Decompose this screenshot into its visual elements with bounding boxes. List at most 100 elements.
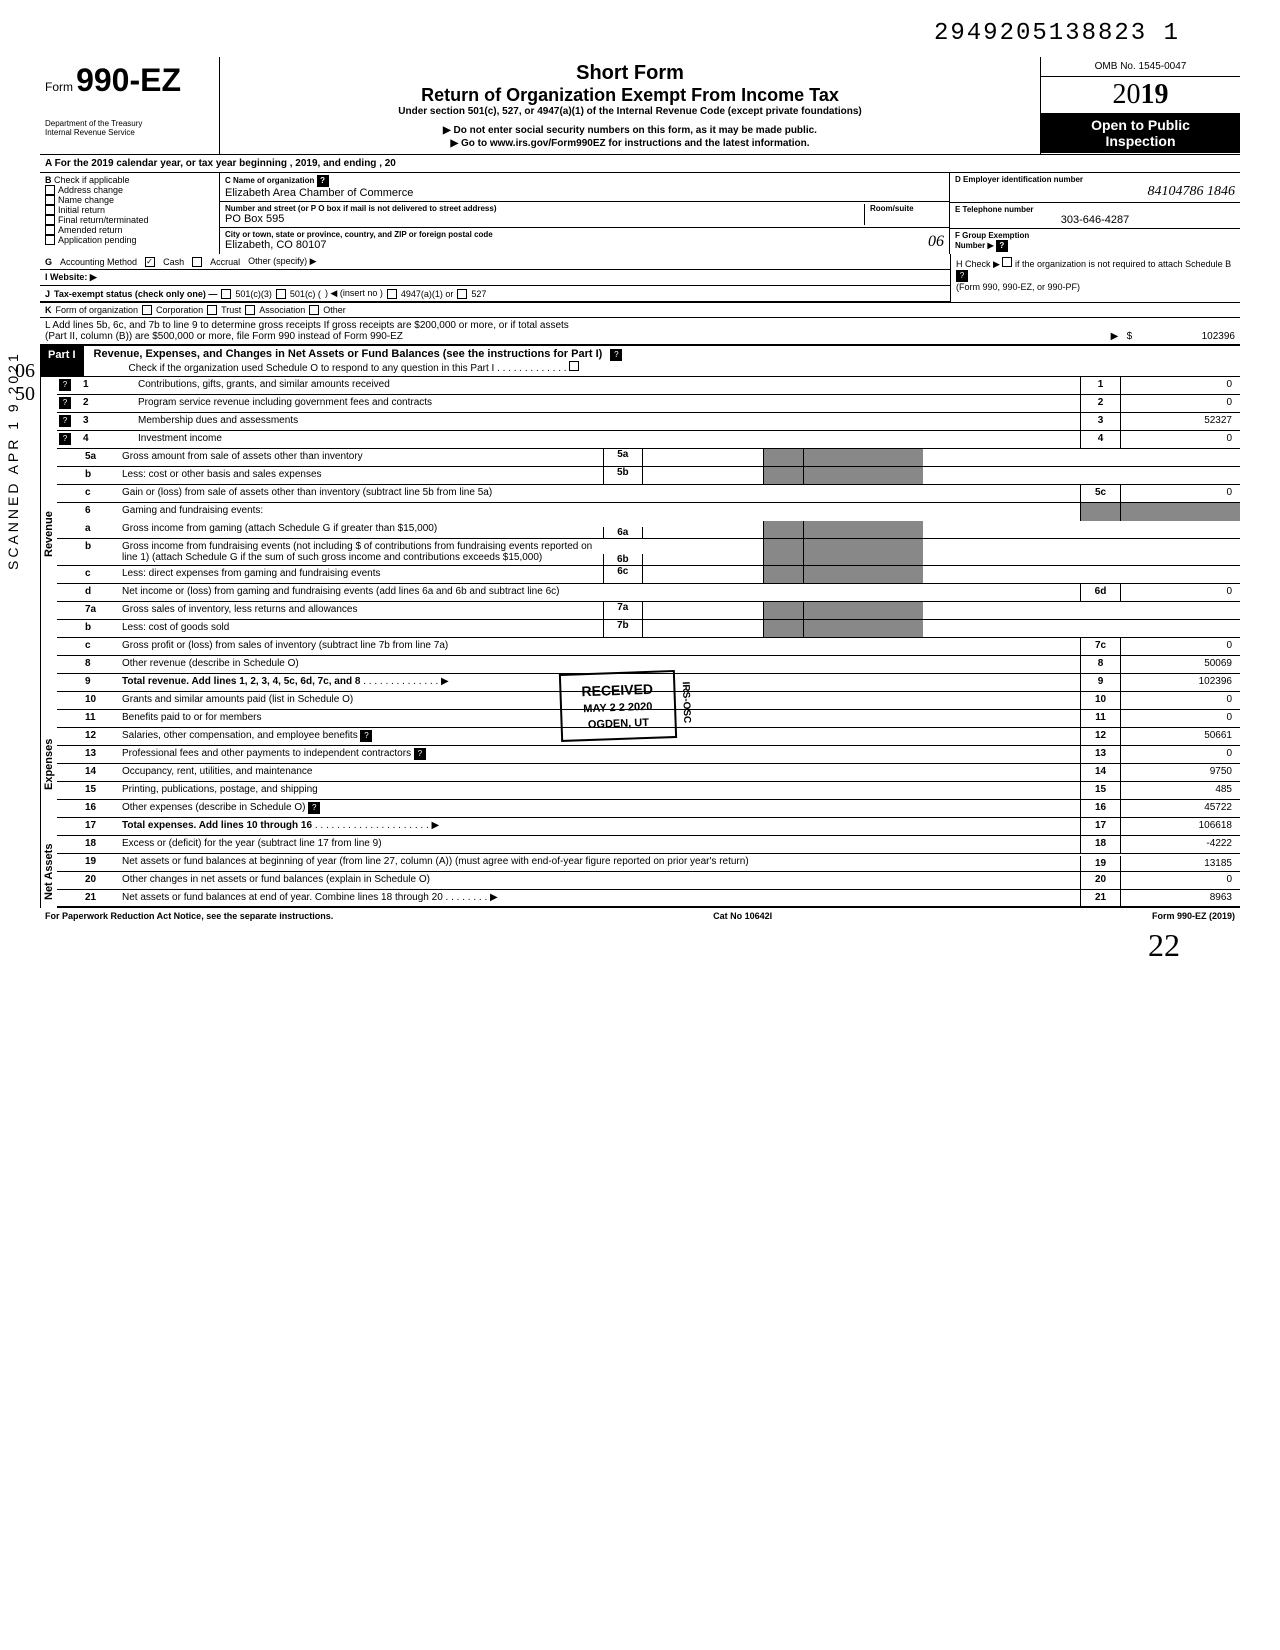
section-c: C Name of organization ? Elizabeth Area … xyxy=(220,173,950,254)
gross-receipts: 102396 xyxy=(1135,331,1235,342)
help-icon: ? xyxy=(414,748,426,760)
footer-center: Cat No 10642I xyxy=(713,911,772,921)
cb-address-change[interactable]: Address change xyxy=(45,185,214,195)
form-name: 990-EZ xyxy=(76,62,181,98)
short-form-title: Short Form xyxy=(230,62,1030,85)
city-state-zip: Elizabeth, CO 80107 xyxy=(225,239,944,251)
line-5a: 5aGross amount from sale of assets other… xyxy=(57,449,1240,467)
ein: 84104786 1846 xyxy=(955,184,1235,200)
footer-right: Form 990-EZ (2019) xyxy=(1152,911,1235,921)
cb-association[interactable] xyxy=(245,305,255,315)
po-box: PO Box 595 xyxy=(225,213,864,225)
cb-501c3[interactable] xyxy=(221,289,231,299)
form-prefix: Form xyxy=(45,80,73,94)
line-j: J Tax-exempt status (check only one) — 5… xyxy=(40,286,950,302)
line-6: 6Gaming and fundraising events: xyxy=(57,503,1240,521)
netassets-section: Net Assets 18Excess or (deficit) for the… xyxy=(40,836,1240,908)
line-6c: cLess: direct expenses from gaming and f… xyxy=(57,566,1240,584)
cb-initial-return[interactable]: Initial return xyxy=(45,205,214,215)
help-icon: ? xyxy=(996,240,1008,252)
line-2: ?2Program service revenue including gove… xyxy=(57,395,1240,413)
omb-number: OMB No. 1545-0047 xyxy=(1041,57,1240,77)
line-i: I Website: ▶ xyxy=(40,270,950,286)
cb-4947[interactable] xyxy=(387,289,397,299)
expenses-label: Expenses xyxy=(40,692,57,836)
received-stamp: RECEIVED MAY 2 2 2020 OGDEN, UT IRS-OSC xyxy=(559,670,677,742)
city-row: City or town, state or province, country… xyxy=(220,228,949,253)
cb-other[interactable] xyxy=(309,305,319,315)
line-16: 16Other expenses (describe in Schedule O… xyxy=(57,800,1240,818)
revenue-section: Revenue ?1Contributions, gifts, grants, … xyxy=(40,377,1240,692)
line-17: 17Total expenses. Add lines 10 through 1… xyxy=(57,818,1240,836)
org-name: Elizabeth Area Chamber of Commerce xyxy=(225,187,944,199)
part-i-label: Part I xyxy=(40,346,84,376)
cb-accrual[interactable] xyxy=(192,257,202,267)
line-5b: bLess: cost or other basis and sales exp… xyxy=(57,467,1240,485)
line-l: L Add lines 5b, 6c, and 7b to line 9 to … xyxy=(40,318,1240,346)
instruction-2: ▶ Go to www.irs.gov/Form990EZ for instru… xyxy=(230,138,1030,149)
help-icon: ? xyxy=(59,433,71,445)
section-d: D Employer identification number 8410478… xyxy=(950,173,1240,203)
help-icon: ? xyxy=(360,730,372,742)
cb-schedule-o[interactable] xyxy=(569,361,579,371)
help-icon: ? xyxy=(610,349,622,361)
line-g: G Accounting Method Cash Accrual Other (… xyxy=(40,254,950,270)
section-f: F Group Exemption Number ▶ ? xyxy=(950,229,1240,254)
dept-irs: Internal Revenue Service xyxy=(45,128,214,137)
expenses-section: RECEIVED MAY 2 2 2020 OGDEN, UT IRS-OSC … xyxy=(40,692,1240,836)
cb-final-return[interactable]: Final return/terminated xyxy=(45,215,214,225)
cb-amended-return[interactable]: Amended return xyxy=(45,225,214,235)
section-e: E Telephone number 303-646-4287 xyxy=(950,203,1240,229)
cb-corporation[interactable] xyxy=(142,305,152,315)
cb-name-change[interactable]: Name change xyxy=(45,195,214,205)
scanned-stamp: SCANNED APR 1 9 2021 xyxy=(5,351,21,570)
org-info-row: B Check if applicable Address change Nam… xyxy=(40,173,1240,254)
cb-501c[interactable] xyxy=(276,289,286,299)
line-3: ?3Membership dues and assessments352327 xyxy=(57,413,1240,431)
header-row: Form 990-EZ Department of the Treasury I… xyxy=(40,57,1240,155)
return-title: Return of Organization Exempt From Incom… xyxy=(230,85,1030,106)
help-icon: ? xyxy=(59,397,71,409)
help-icon: ? xyxy=(956,270,968,282)
right-header-cell: OMB No. 1545-0047 2019 Open to Public In… xyxy=(1040,57,1240,154)
line-21: 21Net assets or fund balances at end of … xyxy=(57,890,1240,908)
line-6a: aGross income from gaming (attach Schedu… xyxy=(57,521,1240,539)
part-i-header: Part I Revenue, Expenses, and Changes in… xyxy=(40,346,1240,377)
title-cell: Short Form Return of Organization Exempt… xyxy=(220,57,1040,154)
form-page: 0650 SCANNED APR 1 9 2021 2949205138823 … xyxy=(40,20,1240,924)
cb-schedule-b[interactable] xyxy=(1002,257,1012,267)
line-6b: bGross income from fundraising events (n… xyxy=(57,539,1240,566)
help-icon: ? xyxy=(308,802,320,814)
line-6d: dNet income or (loss) from gaming and fu… xyxy=(57,584,1240,602)
phone: 303-646-4287 xyxy=(955,214,1235,226)
line-13: 13Professional fees and other payments t… xyxy=(57,746,1240,764)
page-number: 22 xyxy=(1148,927,1180,964)
tax-year: 2019 xyxy=(1041,77,1240,113)
line-5c: cGain or (loss) from sale of assets othe… xyxy=(57,485,1240,503)
line-a: A For the 2019 calendar year, or tax yea… xyxy=(40,155,1240,173)
subtitle: Under section 501(c), 527, or 4947(a)(1)… xyxy=(230,106,1030,117)
cb-trust[interactable] xyxy=(207,305,217,315)
line-1: ?1Contributions, gifts, grants, and simi… xyxy=(57,377,1240,395)
instruction-1: ▶ Do not enter social security numbers o… xyxy=(230,125,1030,136)
revenue-label: Revenue xyxy=(40,377,57,692)
line-18: 18Excess or (deficit) for the year (subt… xyxy=(57,836,1240,854)
help-icon: ? xyxy=(317,175,329,187)
line-14: 14Occupancy, rent, utilities, and mainte… xyxy=(57,764,1240,782)
address-row: Number and street (or P O box if mail is… xyxy=(220,202,949,228)
org-name-row: C Name of organization ? Elizabeth Area … xyxy=(220,173,949,202)
cb-cash[interactable] xyxy=(145,257,155,267)
line-4: ?4Investment income40 xyxy=(57,431,1240,449)
public-inspection-box: Open to Public Inspection xyxy=(1041,113,1240,153)
line-7b: bLess: cost of goods sold7b xyxy=(57,620,1240,638)
help-icon: ? xyxy=(59,415,71,427)
line-k: K Form of organization Corporation Trust… xyxy=(40,303,1240,318)
right-info: D Employer identification number 8410478… xyxy=(950,173,1240,254)
cb-527[interactable] xyxy=(457,289,467,299)
line-h: H Check ▶ if the organization is not req… xyxy=(950,254,1240,302)
cb-application-pending[interactable]: Application pending xyxy=(45,235,214,245)
line-15: 15Printing, publications, postage, and s… xyxy=(57,782,1240,800)
form-name-cell: Form 990-EZ Department of the Treasury I… xyxy=(40,57,220,154)
line-20: 20Other changes in net assets or fund ba… xyxy=(57,872,1240,890)
line-7a: 7aGross sales of inventory, less returns… xyxy=(57,602,1240,620)
